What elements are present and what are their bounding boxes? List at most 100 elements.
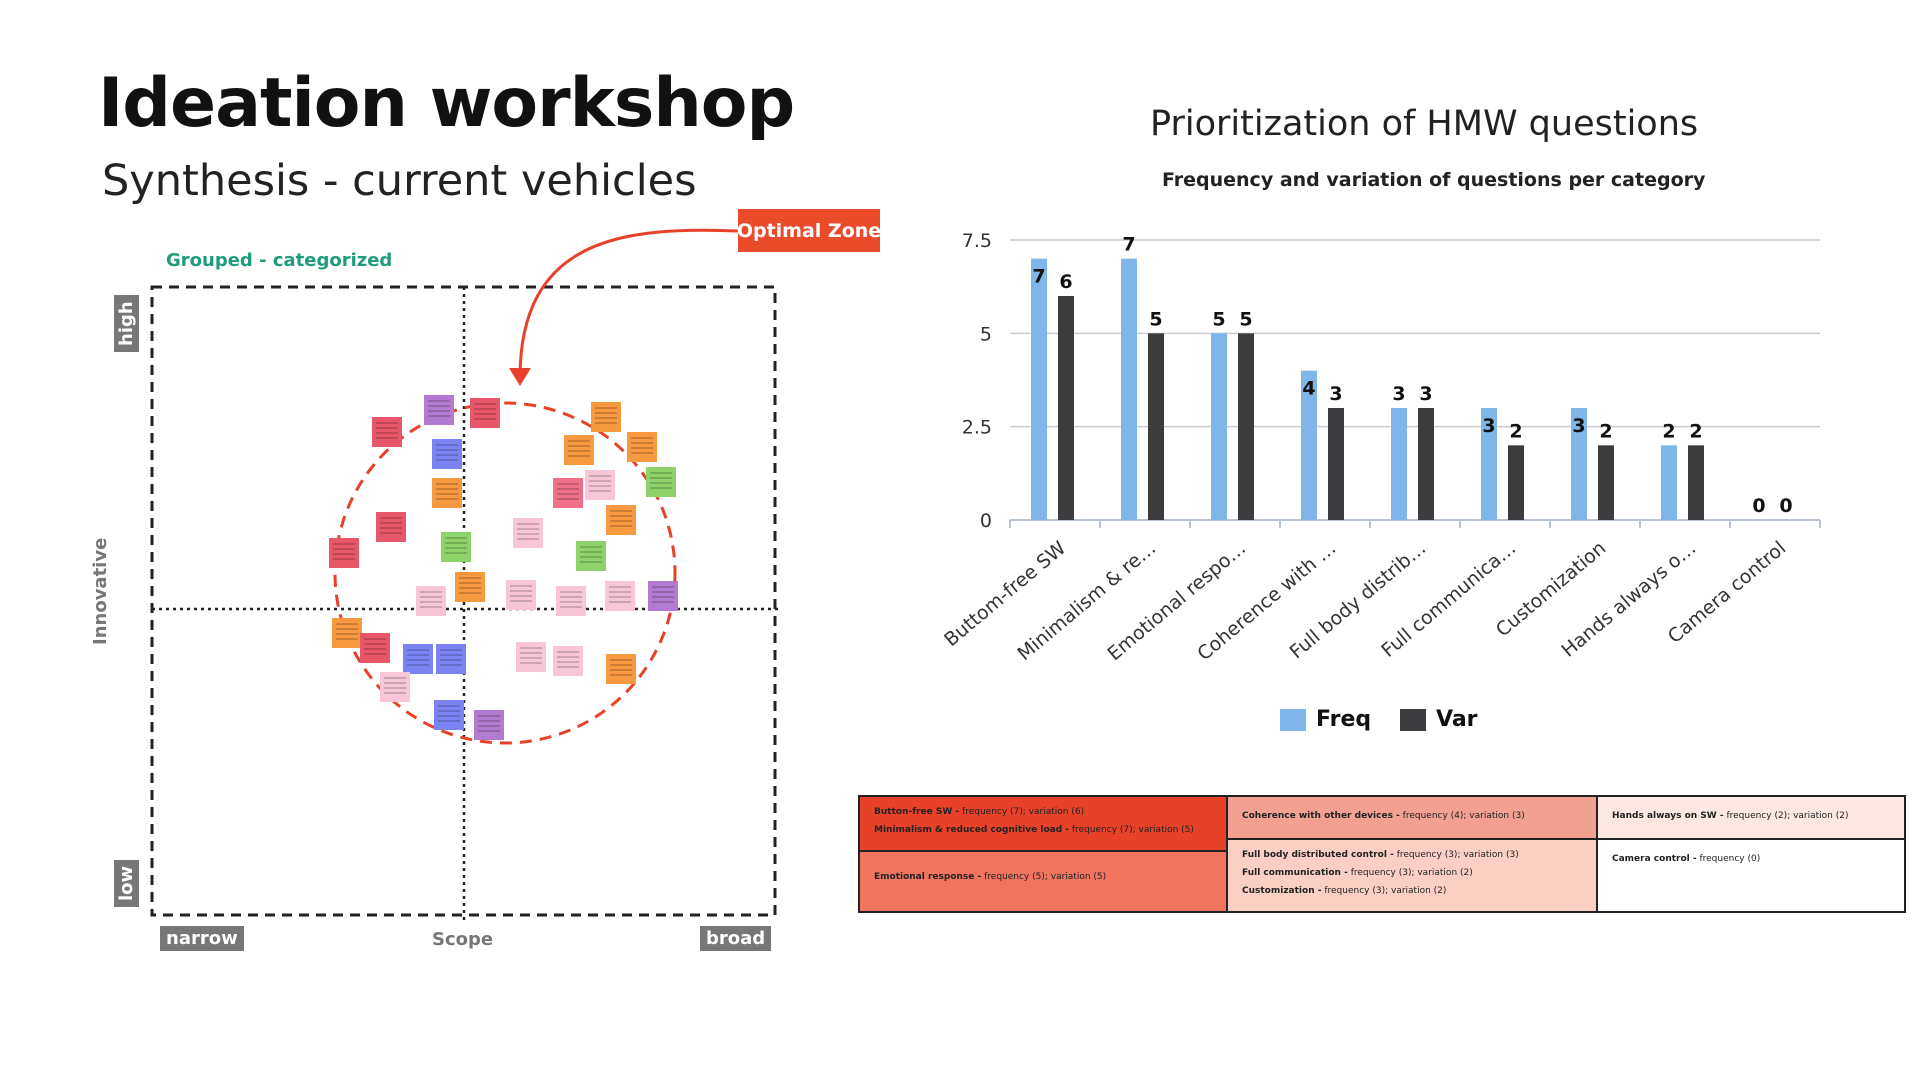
- legend-freq-swatch: [1280, 708, 1306, 731]
- cell-entry: Full communication - frequency (3); vari…: [1242, 868, 1473, 878]
- cell-entry: Minimalism & reduced cognitive load - fr…: [874, 825, 1194, 835]
- sticky-note: [432, 478, 462, 508]
- data-label: 2: [1662, 420, 1675, 442]
- data-label: 3: [1572, 415, 1585, 437]
- sticky-note: [648, 581, 678, 611]
- sticky-note: [474, 710, 504, 740]
- data-label: 5: [1239, 308, 1252, 330]
- data-label: 2: [1689, 420, 1702, 442]
- bar-var: [1688, 445, 1704, 520]
- sticky-note: [605, 581, 635, 611]
- bar-freq: [1571, 408, 1587, 520]
- data-label: 7: [1122, 234, 1135, 256]
- cell-col2-top: Coherence with other devices - frequency…: [1226, 795, 1598, 840]
- page-title: Ideation workshop: [98, 64, 795, 143]
- legend-freq-label: Freq: [1316, 707, 1372, 732]
- y-axis-high-label: high: [114, 295, 139, 352]
- sticky-note: [403, 644, 433, 674]
- optimal-zone-label: Optimal Zone: [737, 209, 881, 252]
- cell-entry: Coherence with other devices - frequency…: [1242, 811, 1525, 821]
- sticky-note: [585, 470, 615, 500]
- sticky-note: [372, 417, 402, 447]
- x-axis-high-label: broad: [700, 926, 772, 951]
- bar-freq: [1211, 333, 1227, 520]
- bar-freq: [1301, 370, 1317, 520]
- sticky-note: [470, 398, 500, 428]
- data-label: 4: [1302, 378, 1315, 400]
- data-label: 6: [1059, 271, 1072, 293]
- sticky-note: [606, 505, 636, 535]
- sticky-note: [646, 467, 676, 497]
- bar-var: [1058, 296, 1074, 520]
- cell-entry: Button-free SW - frequency (7); variatio…: [874, 807, 1085, 817]
- bar-freq: [1121, 258, 1137, 520]
- bar-var: [1418, 408, 1434, 520]
- sticky-note: [506, 580, 536, 610]
- sticky-note: [591, 402, 621, 432]
- data-label: 5: [1212, 308, 1225, 330]
- data-label: 3: [1419, 383, 1432, 405]
- sticky-note: [606, 654, 636, 684]
- cell-entry: Hands always on SW - frequency (2); vari…: [1612, 811, 1849, 821]
- bar-freq: [1661, 445, 1677, 520]
- bar-freq: [1031, 258, 1047, 520]
- y-tick-label: 0: [980, 510, 992, 532]
- sticky-note: [424, 395, 454, 425]
- sticky-note: [332, 618, 362, 648]
- cell-col2-bottom: Full body distributed control - frequenc…: [1226, 838, 1598, 913]
- bar-var: [1328, 408, 1344, 520]
- data-label: 5: [1149, 308, 1162, 330]
- cell-col3-bottom: Camera control - frequency (0): [1596, 838, 1906, 913]
- sticky-note: [376, 512, 406, 542]
- bar-var: [1148, 333, 1164, 520]
- sticky-note: [329, 538, 359, 568]
- chart-subtitle: Frequency and variation of questions per…: [1162, 169, 1706, 191]
- sticky-note: [516, 642, 546, 672]
- data-label: 2: [1509, 420, 1522, 442]
- y-tick-label: 5: [980, 323, 992, 345]
- sticky-note: [553, 646, 583, 676]
- y-tick-label: 7.5: [962, 230, 992, 252]
- cell-entry: Full body distributed control - frequenc…: [1242, 850, 1519, 860]
- cell-entry: Camera control - frequency (0): [1612, 854, 1761, 864]
- cell-entry: Emotional response - frequency (5); vari…: [874, 872, 1107, 882]
- y-axis-low-label: low: [114, 859, 139, 907]
- optimal-zone-arrow: [518, 228, 739, 379]
- cell-col1-bottom: Emotional response - frequency (5); vari…: [858, 850, 1228, 913]
- sticky-note: [441, 532, 471, 562]
- sticky-note: [434, 700, 464, 730]
- data-label: 0: [1779, 495, 1792, 517]
- sticky-note: [556, 586, 586, 616]
- data-label: 7: [1032, 266, 1045, 288]
- sticky-note: [432, 439, 462, 469]
- legend-var-swatch: [1400, 708, 1426, 731]
- chart-title: Prioritization of HMW questions: [1150, 104, 1699, 144]
- bar-freq: [1391, 408, 1407, 520]
- cell-entry: Customization - frequency (3); variation…: [1242, 886, 1447, 896]
- y-axis-label: Innovative: [90, 537, 111, 645]
- y-tick-label: 2.5: [962, 417, 992, 439]
- optimal-zone-circle: [333, 401, 677, 745]
- data-label: 3: [1329, 383, 1342, 405]
- bar-var: [1238, 333, 1254, 520]
- sticky-note: [436, 644, 466, 674]
- data-label: 0: [1752, 495, 1765, 517]
- group-label: Grouped - categorized: [166, 250, 393, 271]
- sticky-note: [360, 633, 390, 663]
- sticky-note: [380, 672, 410, 702]
- bar-var: [1508, 445, 1524, 520]
- sticky-note: [553, 478, 583, 508]
- sticky-note: [455, 572, 485, 602]
- data-label: 2: [1599, 420, 1612, 442]
- sticky-note: [513, 518, 543, 548]
- legend-var: Var: [1400, 707, 1478, 732]
- sticky-note: [627, 432, 657, 462]
- sticky-note: [416, 586, 446, 616]
- legend-freq: Freq: [1280, 707, 1371, 732]
- x-axis-low-label: narrow: [160, 926, 244, 951]
- legend-var-label: Var: [1436, 707, 1478, 732]
- data-label: 3: [1482, 415, 1495, 437]
- bar-var: [1598, 445, 1614, 520]
